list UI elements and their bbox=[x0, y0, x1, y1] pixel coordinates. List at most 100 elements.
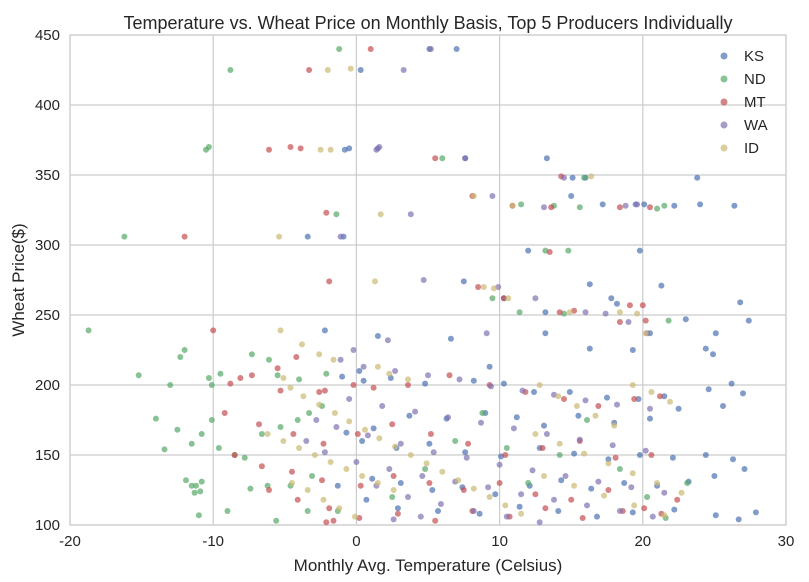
data-point bbox=[447, 335, 454, 342]
data-point bbox=[248, 351, 255, 358]
data-point bbox=[191, 489, 198, 496]
data-point bbox=[326, 505, 333, 512]
legend-marker bbox=[720, 144, 728, 152]
data-point bbox=[532, 431, 539, 437]
data-point bbox=[306, 410, 313, 416]
data-point bbox=[337, 356, 344, 363]
data-point bbox=[542, 309, 549, 316]
data-point bbox=[518, 491, 525, 498]
data-point bbox=[539, 445, 546, 451]
data-point bbox=[571, 482, 578, 489]
data-point bbox=[430, 449, 437, 456]
data-point bbox=[556, 309, 563, 316]
data-point bbox=[546, 249, 553, 255]
data-point bbox=[174, 426, 181, 433]
data-point bbox=[635, 396, 642, 402]
data-point bbox=[745, 317, 752, 324]
data-point bbox=[576, 204, 583, 211]
data-point bbox=[519, 387, 526, 394]
data-point bbox=[353, 459, 360, 465]
data-point bbox=[582, 309, 589, 316]
data-point bbox=[720, 403, 726, 409]
data-point bbox=[384, 337, 391, 344]
data-point bbox=[584, 502, 590, 509]
data-point bbox=[705, 386, 712, 393]
data-point bbox=[321, 449, 328, 456]
data-point bbox=[427, 46, 434, 52]
legend: KS ND MT WA ID bbox=[720, 48, 768, 157]
data-point bbox=[193, 482, 199, 489]
data-point bbox=[316, 351, 323, 358]
data-point bbox=[445, 414, 451, 421]
data-point bbox=[121, 233, 128, 240]
data-point bbox=[437, 501, 444, 507]
data-point bbox=[465, 440, 472, 447]
data-point bbox=[316, 389, 323, 395]
data-point bbox=[568, 193, 575, 199]
data-point bbox=[323, 370, 330, 377]
data-point bbox=[529, 467, 536, 474]
data-point bbox=[536, 382, 543, 388]
data-point bbox=[573, 403, 580, 409]
data-point bbox=[609, 442, 616, 449]
data-point bbox=[648, 452, 655, 458]
data-point bbox=[327, 146, 334, 153]
data-point bbox=[654, 480, 661, 486]
data-point bbox=[661, 489, 668, 496]
data-point bbox=[510, 425, 517, 432]
data-point bbox=[181, 233, 188, 240]
data-point bbox=[614, 300, 620, 307]
data-point bbox=[562, 473, 569, 479]
data-point bbox=[509, 202, 516, 209]
data-point bbox=[266, 487, 272, 493]
data-point bbox=[167, 382, 174, 388]
data-point bbox=[452, 438, 459, 444]
data-point bbox=[289, 468, 295, 475]
data-point bbox=[369, 475, 376, 482]
data-point bbox=[205, 144, 212, 150]
data-points bbox=[85, 46, 759, 526]
data-point bbox=[665, 317, 672, 324]
data-point bbox=[740, 390, 746, 397]
data-point bbox=[612, 454, 619, 461]
data-point bbox=[629, 347, 636, 353]
data-point bbox=[661, 393, 668, 400]
data-point bbox=[407, 452, 414, 458]
data-point bbox=[339, 373, 346, 380]
data-point bbox=[674, 496, 681, 503]
data-point bbox=[697, 201, 704, 208]
data-point bbox=[608, 295, 615, 302]
data-point bbox=[490, 285, 497, 292]
data-point bbox=[317, 146, 324, 153]
data-point bbox=[394, 510, 401, 517]
data-point bbox=[595, 478, 602, 485]
data-point bbox=[702, 452, 709, 458]
data-point bbox=[258, 463, 265, 470]
data-point bbox=[198, 431, 205, 437]
data-point bbox=[710, 351, 716, 358]
data-point bbox=[319, 477, 325, 484]
data-point bbox=[350, 382, 357, 388]
data-point bbox=[300, 393, 307, 400]
data-point bbox=[639, 302, 646, 309]
data-point bbox=[274, 372, 281, 379]
legend-marker bbox=[720, 98, 728, 106]
data-point bbox=[649, 513, 656, 520]
data-point bbox=[400, 67, 407, 73]
data-point bbox=[678, 489, 685, 496]
data-point bbox=[636, 452, 643, 458]
data-point bbox=[330, 356, 337, 363]
data-point bbox=[280, 438, 287, 444]
data-point bbox=[460, 278, 467, 285]
data-point bbox=[470, 508, 477, 514]
data-point bbox=[634, 310, 641, 317]
data-point bbox=[397, 480, 404, 486]
data-point bbox=[376, 435, 383, 442]
data-point bbox=[542, 505, 549, 512]
data-point bbox=[294, 417, 301, 423]
data-point bbox=[370, 425, 377, 432]
data-point bbox=[599, 201, 606, 208]
data-point bbox=[357, 482, 364, 489]
data-point bbox=[629, 509, 636, 516]
